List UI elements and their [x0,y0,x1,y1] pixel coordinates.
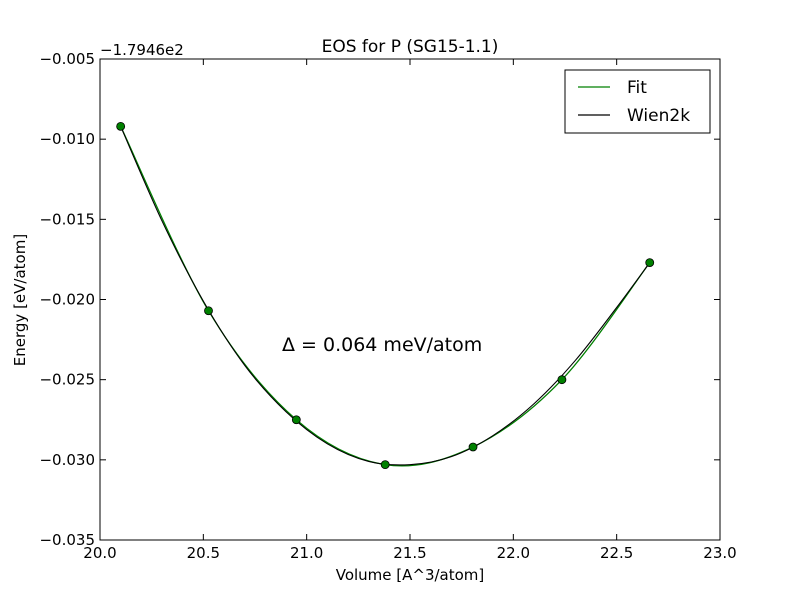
y-offset-label: −1.7946e2 [100,41,184,59]
y-tick-label: −0.010 [39,130,95,148]
legend-box [564,69,711,134]
legend-label-wien2k: Wien2k [627,106,690,126]
data-point [380,460,390,470]
x-tick-label: 23.0 [703,544,736,562]
data-point [557,375,567,385]
data-point [116,121,126,131]
x-tick-label: 20.0 [83,544,116,562]
y-tick-label: −0.015 [39,210,95,228]
plot-area [100,59,720,540]
y-tick-label: −0.020 [39,291,95,309]
y-tick-labels: −0.035 −0.030 −0.025 −0.020 −0.015 −0.010 −0.0… [39,50,95,549]
y-axis-label: Energy [eV/atom] [11,234,29,366]
series-points [116,121,655,470]
legend-label-fit: Fit [627,78,647,98]
y-tick-label: −0.005 [39,50,95,68]
data-point [645,258,655,268]
x-tick-label: 22.5 [600,544,633,562]
x-tick-label: 21.5 [393,544,426,562]
data-point [204,306,213,316]
chart-title: EOS for P (SG15-1.1) [322,37,499,57]
legend: Fit Wien2k [564,69,711,134]
delta-annotation: Δ = 0.064 meV/atom [282,334,482,356]
x-tick-label: 20.5 [187,544,220,562]
x-tick-label: 21.0 [290,544,323,562]
y-tick-label: −0.025 [39,371,95,389]
data-point [291,415,301,425]
x-tick-labels: 20.0 20.5 21.0 21.5 22.0 22.5 23.0 [83,544,736,562]
x-axis-label: Volume [A^3/atom] [336,566,485,584]
data-point [468,442,478,452]
y-tick-label: −0.035 [39,531,95,549]
x-tick-label: 22.0 [497,544,530,562]
series-line-wien2k [120,126,651,466]
axis-ticks [99,58,721,541]
y-tick-label: −0.030 [39,451,95,469]
